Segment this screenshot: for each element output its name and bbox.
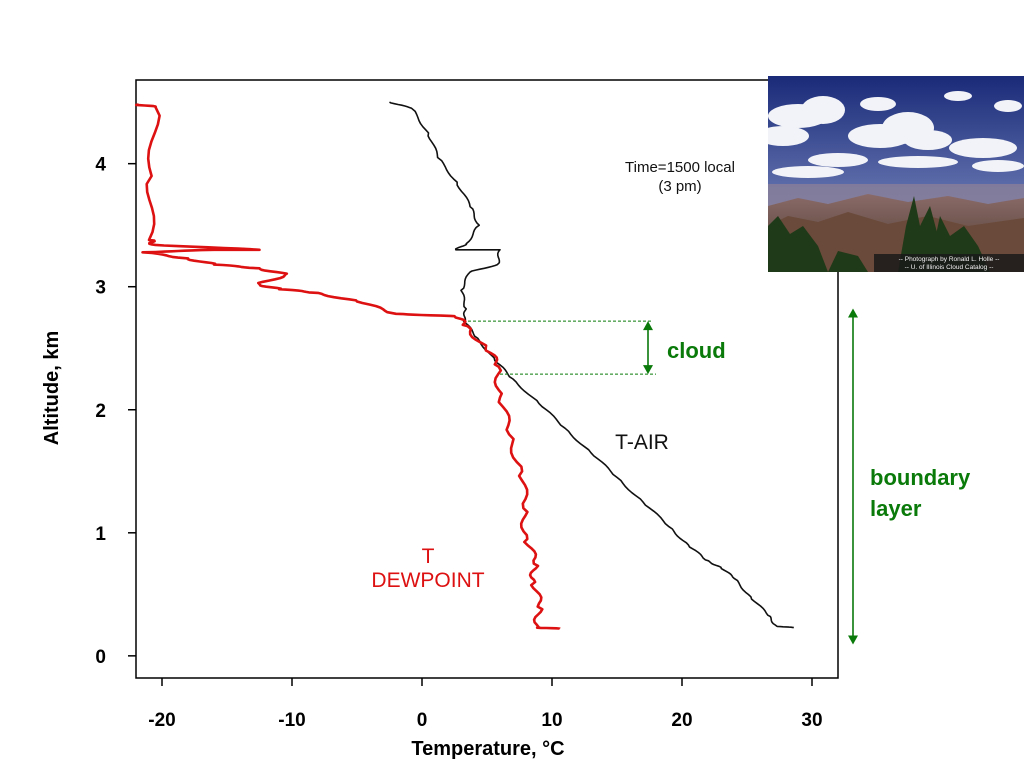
cloud-arrow-head-top: [643, 321, 653, 331]
t-air-line: [389, 101, 794, 629]
y-tick-labels: 0 1 2 3 4: [95, 155, 106, 668]
y-tick-label: 0: [95, 647, 106, 668]
y-tick-label: 1: [95, 524, 106, 545]
t-dewpoint-label-2: DEWPOINT: [371, 569, 484, 592]
x-tick-label: 10: [541, 710, 562, 731]
y-axis-title: Altitude, km: [41, 331, 63, 445]
time-sublabel: (3 pm): [658, 178, 701, 195]
y-tick-label: 4: [95, 155, 106, 176]
boundary-layer-label-2: layer: [870, 496, 922, 521]
x-tick-label: 0: [417, 710, 428, 731]
cloud-arrow-head-bottom: [643, 365, 653, 375]
plot-frame: [135, 79, 839, 679]
x-tick-label: -10: [278, 710, 305, 731]
y-tick-label: 2: [95, 401, 106, 422]
t-dewpoint-label: T: [422, 545, 435, 568]
x-axis-title: Temperature, °C: [411, 738, 564, 760]
y-tick-label: 3: [95, 278, 106, 299]
x-tick-label: -20: [148, 710, 175, 731]
boundary-layer-label: boundary: [870, 465, 971, 490]
cloud-label: cloud: [667, 338, 726, 363]
x-tick-label: 30: [801, 710, 822, 731]
x-tick-labels: -20 -10 0 10 20 30: [148, 710, 822, 731]
t-air-label: T-AIR: [615, 431, 669, 454]
photo-credit: -- Photograph by Ronald L. Holle --: [898, 256, 1000, 263]
t-dewpoint-line: [134, 103, 561, 630]
photo-credit-2: -- U. of Illinois Cloud Catalog --: [904, 264, 994, 271]
time-label: Time=1500 local: [625, 159, 735, 176]
cloud-photograph: -- Photograph by Ronald L. Holle -- -- U…: [768, 76, 1024, 272]
landscape-photo-image: [768, 76, 1024, 272]
axis-ticks: [128, 162, 813, 686]
boundary-layer-arrow-head-bottom: [848, 635, 858, 645]
boundary-layer-arrow-head-top: [848, 308, 858, 318]
x-tick-label: 20: [671, 710, 692, 731]
series-layer: [134, 101, 794, 630]
annotation-layer: [468, 308, 858, 645]
